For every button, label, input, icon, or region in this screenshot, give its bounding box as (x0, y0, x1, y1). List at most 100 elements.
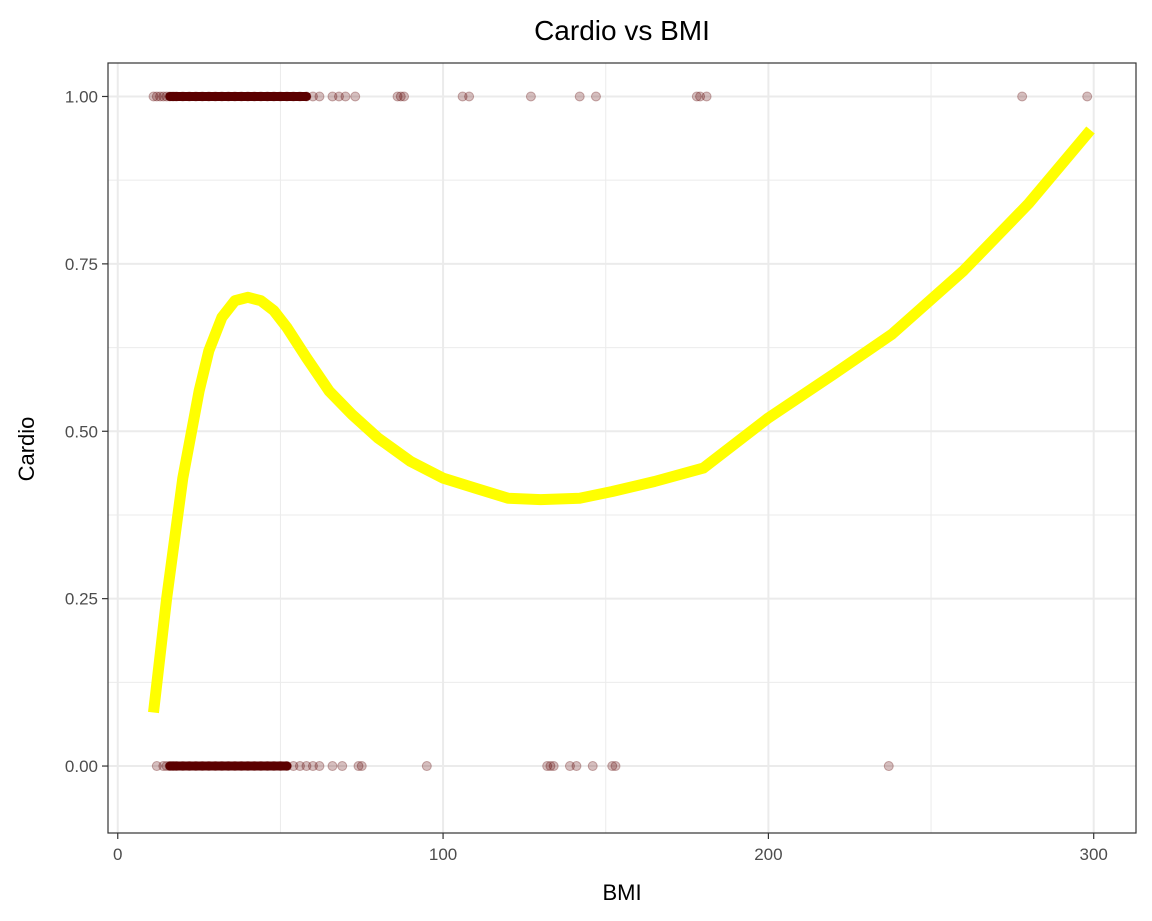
scatter-point-1-27 (314, 761, 325, 772)
scatter-point-0-33 (350, 91, 361, 102)
axis-layer: 0 100 200 300 0.00 0.25 0.50 0.75 1.00 (65, 87, 1108, 864)
line-layer (148, 126, 1095, 714)
scatter-point-0-30 (327, 91, 338, 102)
y-axis-title: Cardio (14, 417, 39, 482)
x-tick-label-2: 200 (754, 845, 782, 864)
scatter-point-1-34 (545, 761, 556, 772)
scatter-point-0-19 (249, 91, 260, 102)
y-tick-label-3: 0.75 (65, 255, 98, 274)
scatter-point-1-8 (190, 761, 201, 772)
scatter-point-1-14 (229, 761, 240, 772)
scatter-point-1-24 (294, 761, 305, 772)
scatter-point-0-40 (574, 91, 585, 102)
smooth-line (148, 126, 1095, 714)
scatter-point-0-6 (168, 91, 179, 102)
x-tick-label-3: 300 (1080, 845, 1108, 864)
scatter-point-0-3 (158, 91, 169, 102)
scatter-point-0-31 (333, 91, 344, 102)
scatter-point-0-2 (155, 91, 166, 102)
scatter-point-1-3 (164, 761, 175, 772)
scatter-point-1-18 (255, 761, 266, 772)
scatter-point-1-17 (249, 761, 260, 772)
scatter-point-0-14 (216, 91, 227, 102)
scatter-point-1-33 (542, 761, 553, 772)
scatter-point-0-23 (275, 91, 286, 102)
x-tick-label-1: 100 (429, 845, 457, 864)
scatter-point-0-39 (525, 91, 536, 102)
scatter-point-0-9 (184, 91, 195, 102)
scatter-point-1-0 (151, 761, 162, 772)
scatter-point-1-28 (327, 761, 338, 772)
scatter-point-1-39 (607, 761, 618, 772)
scatter-point-0-5 (164, 91, 175, 102)
scatter-point-0-26 (294, 91, 305, 102)
scatter-point-1-25 (301, 761, 312, 772)
panel-border (107, 62, 1137, 834)
scatter-point-0-10 (190, 91, 201, 102)
scatter-point-1-11 (210, 761, 221, 772)
scatter-point-1-6 (177, 761, 188, 772)
scatter-point-1-22 (281, 761, 292, 772)
scatter-point-0-41 (590, 91, 601, 102)
scatter-point-0-15 (223, 91, 234, 102)
chart-title: Cardio vs BMI (534, 15, 710, 46)
scatter-point-1-10 (203, 761, 214, 772)
scatter-point-0-45 (1017, 91, 1028, 102)
scatter-point-1-1 (158, 761, 169, 772)
scatter-point-1-19 (262, 761, 273, 772)
y-tick-label-1: 0.25 (65, 590, 98, 609)
scatter-point-0-42 (691, 91, 702, 102)
scatter-point-0-12 (203, 91, 214, 102)
scatter-point-0-1 (151, 91, 162, 102)
scatter-point-0-11 (197, 91, 208, 102)
scatter-point-0-37 (457, 91, 468, 102)
points-layer (148, 91, 1093, 772)
scatter-point-1-35 (548, 761, 559, 772)
scatter-point-0-22 (268, 91, 279, 102)
scatter-point-0-44 (701, 91, 712, 102)
scatter-point-1-38 (587, 761, 598, 772)
scatter-point-1-40 (610, 761, 621, 772)
scatter-point-0-34 (392, 91, 403, 102)
scatter-point-1-2 (161, 761, 172, 772)
scatter-point-0-25 (288, 91, 299, 102)
scatter-point-1-30 (353, 761, 364, 772)
y-tick-label-2: 0.50 (65, 422, 98, 441)
scatter-point-0-24 (281, 91, 292, 102)
scatter-point-1-29 (337, 761, 348, 772)
y-tick-label-4: 1.00 (65, 87, 98, 106)
scatter-point-0-17 (236, 91, 247, 102)
scatter-point-0-20 (255, 91, 266, 102)
scatter-point-1-4 (168, 761, 179, 772)
scatter-point-0-13 (210, 91, 221, 102)
scatter-point-1-13 (223, 761, 234, 772)
scatter-point-1-21 (275, 761, 286, 772)
scatter-point-1-36 (564, 761, 575, 772)
scatter-point-0-16 (229, 91, 240, 102)
scatter-point-1-26 (307, 761, 318, 772)
scatter-point-1-16 (242, 761, 253, 772)
scatter-point-1-23 (288, 761, 299, 772)
scatter-point-0-18 (242, 91, 253, 102)
scatter-point-0-35 (395, 91, 406, 102)
scatter-point-0-32 (340, 91, 351, 102)
scatter-point-1-20 (268, 761, 279, 772)
scatter-point-0-8 (177, 91, 188, 102)
scatter-point-0-43 (695, 91, 706, 102)
scatter-point-0-0 (148, 91, 159, 102)
scatter-point-1-37 (571, 761, 582, 772)
x-axis-title: BMI (602, 880, 641, 905)
scatter-point-1-41 (883, 761, 894, 772)
scatter-point-0-4 (161, 91, 172, 102)
scatter-point-0-27 (301, 91, 312, 102)
scatter-point-1-31 (356, 761, 367, 772)
scatter-point-1-12 (216, 761, 227, 772)
scatter-point-0-36 (399, 91, 410, 102)
scatter-point-1-5 (171, 761, 182, 772)
scatter-point-0-7 (171, 91, 182, 102)
scatter-point-0-28 (307, 91, 318, 102)
scatter-point-0-46 (1082, 91, 1093, 102)
